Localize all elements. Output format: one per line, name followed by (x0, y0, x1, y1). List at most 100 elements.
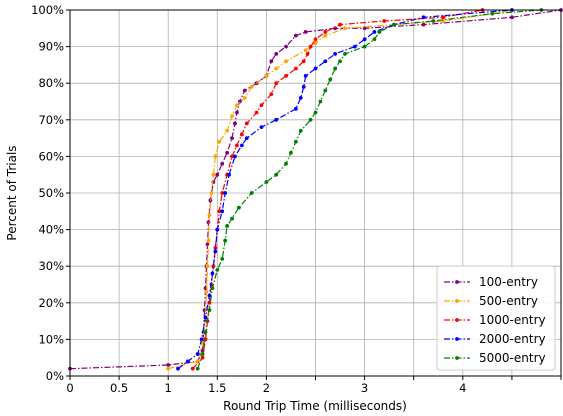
data-point-1000-entry (254, 110, 259, 115)
data-point-100-entry (233, 121, 237, 126)
y-tick-label: 60% (38, 149, 64, 163)
data-point-5000-entry (284, 161, 288, 166)
data-point-500-entry (242, 95, 247, 100)
data-point-5000-entry (223, 238, 228, 243)
data-point-500-entry (209, 191, 214, 195)
data-point-500-entry (230, 114, 234, 119)
legend-label-1000-entry: 1000-entry (479, 313, 546, 327)
data-point-5000-entry (343, 52, 347, 56)
data-point-2000-entry (176, 366, 180, 371)
y-tick-label: 90% (38, 40, 64, 54)
data-point-2000-entry (220, 209, 225, 214)
data-point-2000-entry (274, 117, 279, 122)
x-tick-label: 1 (165, 381, 172, 395)
legend-label-100-entry: 100-entry (479, 275, 538, 289)
data-point-5000-entry (333, 66, 338, 71)
data-point-5000-entry (392, 22, 396, 27)
data-point-1000-entry (323, 30, 328, 34)
series-2000-entry (176, 8, 514, 371)
data-point-1000-entry (441, 15, 446, 20)
data-point-500-entry (166, 366, 171, 371)
data-point-1000-entry (235, 143, 239, 148)
data-point-500-entry (264, 73, 269, 78)
data-point-100-entry (206, 220, 211, 225)
data-point-2000-entry (185, 359, 190, 364)
data-point-5000-entry (328, 77, 333, 82)
data-point-2000-entry (293, 106, 298, 111)
data-point-100-entry (237, 99, 242, 104)
data-point-1000-entry (259, 103, 264, 108)
data-point-2000-entry (259, 125, 264, 130)
data-point-100-entry (274, 52, 279, 56)
data-point-2000-entry (313, 66, 318, 71)
data-point-2000-entry (303, 73, 308, 78)
data-point-2000-entry (421, 15, 426, 20)
data-point-500-entry (213, 154, 218, 159)
data-point-2000-entry (352, 44, 357, 49)
data-point-2000-entry (199, 337, 204, 342)
data-point-1000-entry (284, 73, 288, 78)
data-point-5000-entry (431, 19, 436, 23)
data-point-5000-entry (323, 88, 328, 93)
x-axis-label: Round Trip Time (milliseconds) (223, 399, 407, 413)
data-point-1000-entry (382, 19, 387, 23)
data-point-1000-entry (190, 366, 195, 371)
x-tick-label: 2 (263, 381, 270, 395)
data-point-5000-entry (308, 117, 313, 122)
y-tick-label: 0% (46, 369, 64, 383)
series-500-entry (166, 8, 514, 371)
x-tick-label: 1.5 (208, 381, 226, 395)
legend-label-5000-entry: 5000-entry (479, 351, 546, 365)
data-point-500-entry (343, 26, 347, 31)
y-tick-label: 100% (31, 3, 64, 17)
y-ticks: 0% 10% 20% 30% 40% 50% 60% 70% 80% 90% 100% (31, 3, 70, 383)
data-point-500-entry (303, 48, 308, 53)
x-tick-label: 0.5 (110, 381, 128, 395)
data-point-5000-entry (230, 216, 234, 221)
legend-marker-500-entry (455, 299, 459, 303)
data-point-100-entry (242, 88, 247, 93)
data-point-5000-entry (210, 286, 215, 291)
data-point-1000-entry (220, 191, 225, 195)
data-point-500-entry (207, 213, 212, 217)
data-point-5000-entry (313, 110, 318, 115)
data-point-100-entry (220, 161, 225, 166)
data-point-100-entry (215, 172, 220, 177)
data-point-500-entry (274, 66, 279, 71)
legend-marker-2000-entry (455, 337, 459, 341)
data-point-100-entry (284, 44, 288, 49)
series-line-500-entry (168, 9, 513, 370)
y-tick-label: 40% (38, 223, 64, 237)
data-point-100-entry (303, 30, 308, 34)
data-point-500-entry (249, 84, 254, 89)
data-point-100-entry (421, 22, 426, 27)
x-tick-label: 0 (66, 381, 73, 395)
data-point-2000-entry (301, 84, 306, 89)
data-point-5000-entry (195, 366, 200, 371)
y-tick-label: 50% (38, 186, 64, 200)
x-tick-label: 4 (459, 381, 466, 395)
data-point-1000-entry (338, 22, 342, 27)
data-point-1000-entry (269, 92, 274, 97)
data-point-2000-entry (239, 143, 244, 148)
data-point-100-entry (166, 363, 171, 367)
data-point-1000-entry (274, 81, 279, 86)
x-tick-label: 3 (361, 381, 368, 395)
data-point-5000-entry (215, 267, 220, 272)
data-point-100-entry (293, 33, 298, 38)
data-point-500-entry (206, 238, 211, 243)
data-point-5000-entry (264, 180, 269, 184)
data-point-2000-entry (227, 172, 231, 177)
data-point-2000-entry (333, 52, 338, 56)
data-point-1000-entry (230, 154, 234, 159)
data-point-500-entry (323, 33, 328, 38)
data-point-5000-entry (220, 256, 225, 261)
y-axis-label: Percent of Trials (5, 145, 19, 240)
data-point-1000-entry (293, 66, 298, 71)
data-point-5000-entry (377, 30, 382, 34)
data-point-5000-entry (362, 44, 367, 49)
data-point-2000-entry (362, 37, 367, 42)
data-point-5000-entry (225, 224, 230, 228)
data-point-500-entry (313, 41, 318, 45)
data-point-5000-entry (372, 37, 377, 42)
